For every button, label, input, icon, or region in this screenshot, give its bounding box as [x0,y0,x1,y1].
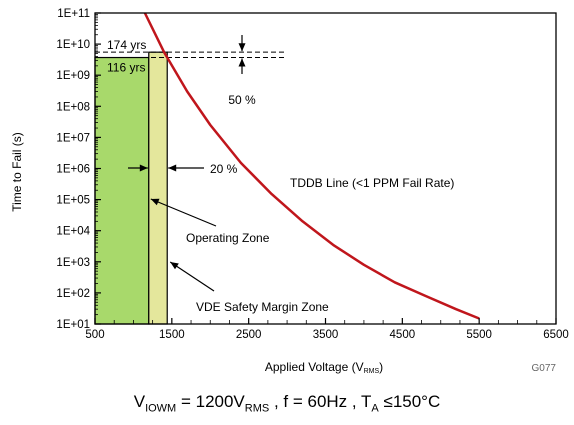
x-tick-label: 1500 [159,329,185,341]
x-tick-label: 6500 [543,329,569,341]
tddb-line [143,12,480,320]
arrow-20pct-right-head [168,164,177,172]
y-tick-label: 1E+04 [56,226,90,238]
y-tick-label: 1E+10 [56,39,90,51]
figure-id: G077 [532,363,557,374]
operating-zone-region [94,56,150,325]
y-tick-label: 1E+11 [57,8,90,20]
y-tick-label: 1E+08 [56,101,90,113]
arrow-operating-zone-head [150,198,160,206]
reference-lines: 174 yrs 116 yrs [95,38,284,75]
annotations: 50 % 20 % TDDB Line (<1 PPM Fail Rate) Oper… [128,35,454,314]
y-tick-label: 1E+02 [56,288,90,300]
y-axis-ticks: 1E+01 1E+02 1E+03 1E+04 1E+05 1E+06 1E+07 1E+08… [56,8,101,331]
reference-label-1: 174 yrs [107,38,146,52]
arrow-operating-zone-line [150,198,217,227]
arrow-50pct-bottom-head [238,58,246,67]
vde-safety-margin-zone-region [148,51,168,325]
y-tick-label: 1E+09 [56,70,90,82]
arrow-20pct-left-head [139,164,148,172]
y-tick-label: 1E+01 [56,319,90,331]
zone-regions [94,51,168,325]
x-axis-ticks: 500 1500 2500 3500 4500 5500 6500 [85,318,569,341]
label-tddb-line: TDDB Line (<1 PPM Fail Rate) [290,176,454,190]
y-tick-label: 1E+06 [56,164,90,176]
x-axis-label: Applied Voltage (VRMS) [265,360,383,375]
arrow-vde-zone-line [169,261,215,292]
y-tick-label: 1E+05 [56,195,90,207]
arrow-vde-zone-head [170,262,179,270]
label-operating-zone: Operating Zone [186,231,270,245]
arrow-50pct-top-head [238,43,246,52]
x-tick-label: 3500 [313,329,339,341]
x-tick-label: 500 [85,329,104,341]
label-20-percent: 20 % [210,162,238,176]
x-tick-label: 5500 [466,329,492,341]
label-vde-safety-margin-zone: VDE Safety Margin Zone [196,300,329,314]
y-axis-label: Time to Fail (s) [10,132,24,212]
test-conditions-caption: VIOWM = 1200VRMS , f = 60Hz , TA ≤150°C [133,392,441,415]
label-50-percent: 50 % [228,93,256,107]
chart: 174 yrs 116 yrs 1E+01 1E+02 1E+03 1E+04 1E+05… [10,8,569,375]
y-tick-label: 1E+07 [56,132,90,144]
y-tick-label: 1E+03 [56,257,90,269]
series-layer [143,12,480,320]
reference-label-2: 116 yrs [107,61,145,75]
x-tick-label: 2500 [236,329,262,341]
x-tick-label: 4500 [390,329,416,341]
